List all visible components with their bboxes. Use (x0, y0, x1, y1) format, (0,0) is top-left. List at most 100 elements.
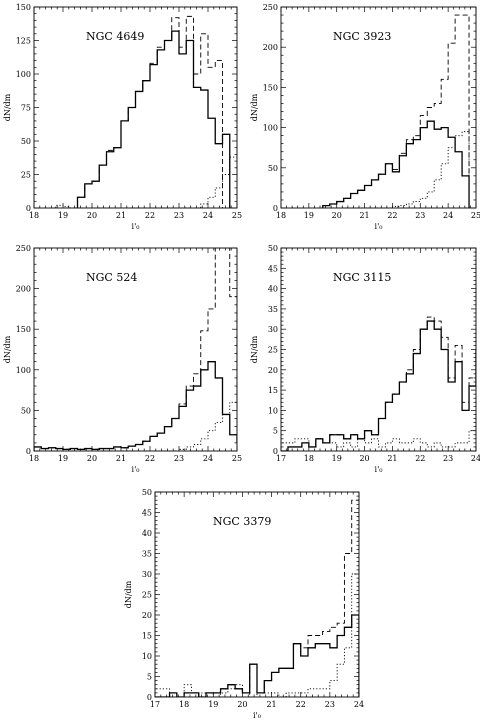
series-solid-line (155, 614, 359, 697)
y-tick-label: 50 (21, 406, 31, 415)
series-dashed-line (322, 14, 470, 208)
y-tick-label: 35 (142, 550, 152, 559)
x-tick-label: 18 (276, 211, 286, 220)
y-tick-label: 125 (16, 37, 31, 46)
x-tick-label: 24 (203, 211, 213, 220)
x-tick-label: 19 (332, 454, 342, 463)
series-dotted-line (281, 418, 476, 451)
y-axis-title: dN/dm (250, 93, 259, 121)
x-tick-label: 23 (443, 454, 453, 463)
y-tick-label: 150 (16, 325, 31, 334)
x-axis-title: i'₀ (253, 711, 261, 720)
y-tick-label: 0 (147, 693, 152, 702)
y-axis-title: dN/dm (3, 93, 12, 121)
panel-label: NGC 3379 (213, 515, 271, 528)
x-tick-label: 22 (415, 454, 425, 463)
y-tick-label: 40 (268, 285, 278, 294)
panel-3: 18 19 20 21 22 23 24 25050100150200250i'₀dN/dmN… (3, 244, 242, 474)
x-tick-label: 21 (359, 211, 369, 220)
y-tick-label: 40 (142, 529, 152, 538)
x-tick-label: 18 (304, 454, 314, 463)
x-axis-title: i'₀ (375, 465, 383, 474)
panel-label: NGC 524 (86, 271, 137, 284)
x-tick-label: 17 (150, 700, 160, 709)
y-tick-label: 45 (142, 509, 152, 518)
x-tick-label: 24 (203, 454, 213, 463)
x-tick-label: 19 (58, 454, 68, 463)
series-dotted-line (155, 573, 359, 697)
series-solid-line (76, 30, 231, 208)
x-tick-label: 25 (232, 211, 242, 220)
y-tick-label: 10 (268, 406, 278, 415)
panel-label: NGC 3923 (333, 30, 391, 43)
y-tick-label: 0 (26, 447, 31, 456)
x-axis-title: i'₀ (132, 465, 140, 474)
y-tick-label: 30 (142, 570, 152, 579)
y-tick-label: 15 (142, 632, 152, 641)
y-tick-label: 200 (16, 285, 31, 294)
x-tick-label: 20 (87, 454, 97, 463)
series-solid-line (322, 120, 470, 208)
panel-2: 18 19 20 21 22 23 24 25050100150200250i'₀dN/dmN… (250, 3, 480, 231)
y-tick-label: 0 (26, 204, 31, 213)
y-tick-label: 0 (273, 447, 278, 456)
y-tick-label: 75 (21, 104, 31, 113)
x-tick-label: 22 (145, 454, 155, 463)
y-tick-label: 100 (263, 124, 278, 133)
y-tick-label: 200 (263, 43, 278, 52)
x-tick-label: 22 (387, 211, 397, 220)
y-tick-label: 5 (147, 673, 152, 682)
x-tick-label: 19 (208, 700, 218, 709)
series-dashed-line (34, 248, 237, 451)
y-tick-label: 45 (268, 264, 278, 273)
panel-1: 18 19 20 21 22 23 24 25 0 25 50 75 100 125 150 i'₀ dN/dm… (3, 3, 242, 231)
y-tick-label: 20 (142, 611, 152, 620)
x-tick-label: 20 (237, 700, 247, 709)
x-tick-label: 20 (87, 211, 97, 220)
x-tick-label: 23 (174, 211, 184, 220)
x-tick-label: 22 (145, 211, 155, 220)
series-solid-line (34, 361, 237, 451)
x-tick-label: 20 (332, 211, 342, 220)
x-tick-label: 20 (359, 454, 369, 463)
panel-5: 17 18 19 20 21 22 23 24 0 5 10 15 20 25 30 35 40 45 50 i'₀ d… (124, 488, 364, 720)
x-tick-label: 18 (29, 454, 39, 463)
y-axis-title: dN/dm (250, 335, 259, 363)
x-tick-label: 21 (116, 454, 126, 463)
y-tick-label: 5 (273, 427, 278, 436)
y-tick-label: 25 (268, 346, 278, 355)
series-dotted-line (55, 147, 237, 208)
y-tick-label: 15 (268, 386, 278, 395)
x-axis-title: i'₀ (375, 222, 383, 231)
y-tick-label: 250 (16, 244, 31, 253)
y-tick-label: 250 (263, 3, 278, 12)
panel-label: NGC 3115 (333, 271, 391, 284)
x-tick-label: 18 (179, 700, 189, 709)
x-tick-label: 22 (296, 700, 306, 709)
y-tick-label: 35 (268, 305, 278, 314)
y-tick-label: 100 (16, 70, 31, 79)
series-dashed-line (281, 316, 476, 451)
y-tick-label: 50 (142, 488, 152, 497)
x-tick-label: 23 (325, 700, 335, 709)
y-tick-label: 20 (268, 366, 278, 375)
x-tick-label: 23 (415, 211, 425, 220)
series-dotted-line (322, 131, 470, 208)
y-tick-label: 150 (263, 83, 278, 92)
panel-4: 17 18 19 20 21 22 23 24 0 5 10 15 20 25 30 35 40 45 50 i'₀ d… (250, 244, 480, 474)
y-tick-label: 50 (268, 244, 278, 253)
x-tick-label: 19 (58, 211, 68, 220)
x-tick-label: 19 (304, 211, 314, 220)
y-tick-label: 30 (268, 325, 278, 334)
x-tick-label: 25 (232, 454, 242, 463)
y-axis-title: dN/dm (124, 580, 133, 608)
y-tick-label: 100 (16, 366, 31, 375)
y-tick-label: 25 (21, 171, 31, 180)
plot-frame (33, 247, 238, 452)
y-tick-label: 0 (273, 204, 278, 213)
x-tick-label: 21 (387, 454, 397, 463)
x-tick-label: 25 (471, 211, 480, 220)
x-axis-title: i'₀ (132, 222, 140, 231)
series-dotted-line (34, 385, 237, 451)
